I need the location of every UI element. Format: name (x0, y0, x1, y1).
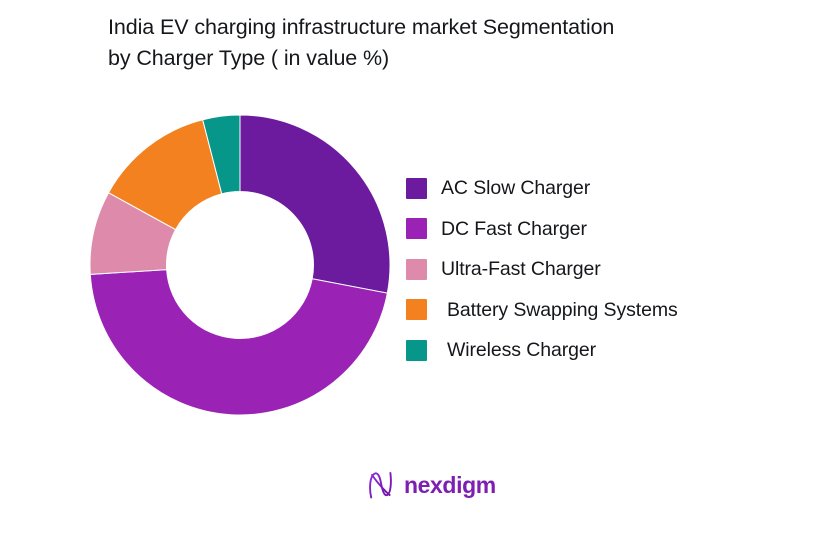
donut-chart (89, 114, 391, 416)
chart-title: India EV charging infrastructure market … (108, 15, 615, 70)
legend-item-battery-swapping-systems[interactable]: Battery Swapping Systems (406, 290, 766, 331)
legend-item-wireless-charger[interactable]: Wireless Charger (406, 330, 766, 371)
legend-label-ultra-fast-charger: Ultra-Fast Charger (441, 258, 601, 281)
legend-swatch-ultra-fast-charger (406, 258, 427, 280)
legend-item-dc-fast-charger[interactable]: DC Fast Charger (406, 209, 766, 250)
legend-swatch-dc-fast-charger (406, 218, 427, 240)
nexdigm-wave-n-icon (369, 471, 392, 499)
legend-label-battery-swapping-systems: Battery Swapping Systems (447, 298, 678, 321)
legend-label-dc-fast-charger: DC Fast Charger (441, 217, 587, 240)
legend-label-wireless-charger: Wireless Charger (447, 339, 597, 362)
donut-chart-svg (89, 114, 391, 416)
legend-swatch-wireless-charger (406, 339, 427, 361)
brand-logo: nexdigm (367, 470, 496, 500)
donut-slice-ac-slow-charger[interactable] (239, 114, 391, 294)
legend-label-ac-slow-charger: AC Slow Charger (441, 177, 591, 200)
legend-swatch-ac-slow-charger (406, 177, 427, 199)
legend-item-ultra-fast-charger[interactable]: Ultra-Fast Charger (406, 249, 766, 290)
donut-slice-group (89, 114, 391, 416)
donut-slice-wireless-charger[interactable] (202, 114, 241, 195)
donut-slice-dc-fast-charger[interactable] (89, 269, 388, 416)
brand-name: nexdigm (404, 471, 496, 498)
legend-item-ac-slow-charger[interactable]: AC Slow Charger (406, 168, 766, 209)
chart-legend: AC Slow Charger DC Fast Charger Ultra-Fa… (406, 168, 766, 371)
legend-swatch-battery-swapping-systems (406, 299, 427, 321)
